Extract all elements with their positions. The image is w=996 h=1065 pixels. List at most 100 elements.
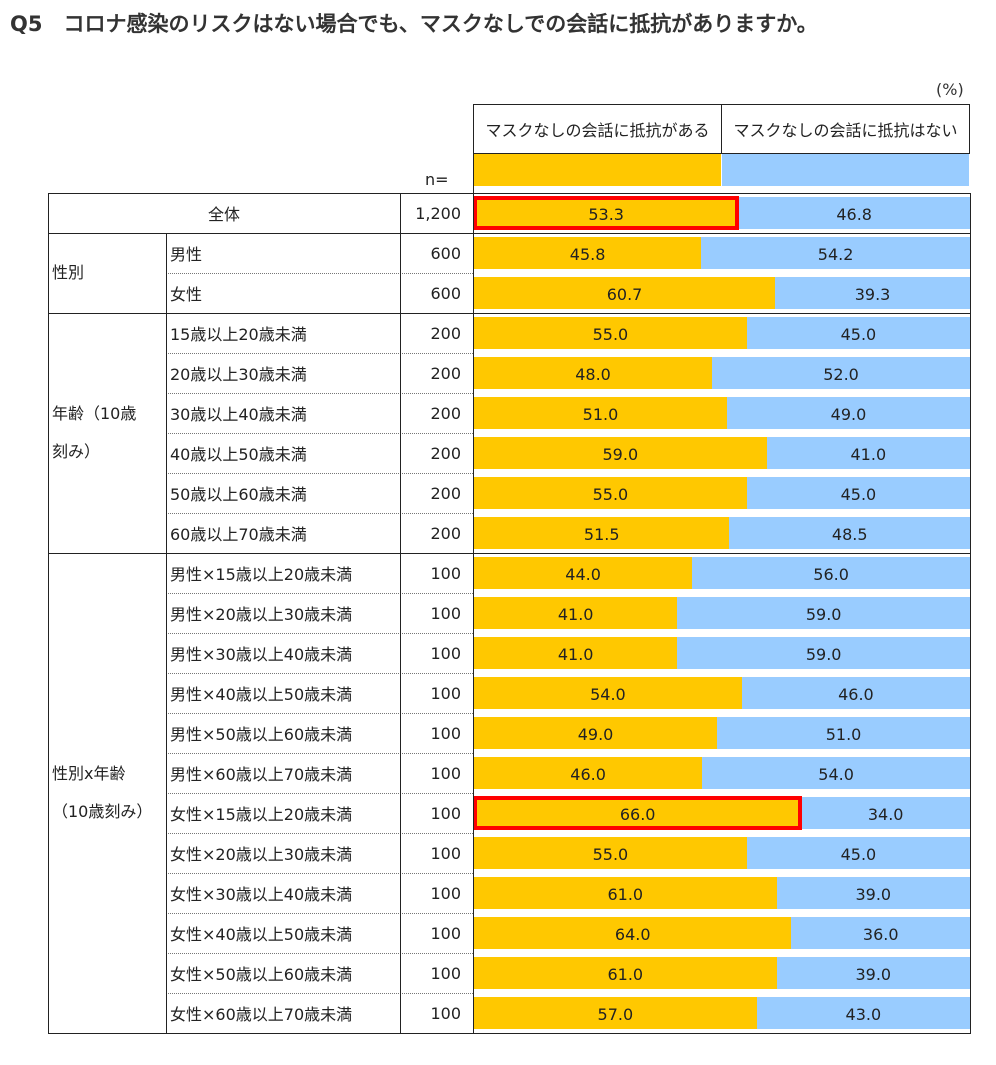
row-n: 200 [430, 443, 461, 463]
bar-no [756, 997, 970, 1029]
bar-no [738, 197, 970, 229]
bar-no [791, 917, 970, 949]
bar-no [717, 717, 970, 749]
row-n: 1,200 [415, 203, 461, 223]
row-n: 100 [430, 843, 461, 863]
row-n: 200 [430, 523, 461, 543]
bar-no-label: 46.0 [838, 685, 874, 704]
highlight-box [473, 196, 740, 230]
chart-title: Q5 コロナ感染のリスクはない場合でも、マスクなしでの会話に抵抗がありますか。 [10, 12, 818, 36]
bar-no-label: 45.0 [840, 845, 877, 864]
bar-yes-label: 66.0 [619, 805, 656, 824]
bar-no [677, 637, 970, 669]
bar-yes [474, 437, 767, 469]
bar-yes [474, 597, 678, 629]
bar-no-label: 51.0 [825, 725, 862, 744]
bar-no [726, 397, 970, 429]
bar-yes-label: 57.0 [597, 1005, 634, 1024]
bar-yes-label: 64.0 [614, 925, 651, 944]
group-bottom-border [48, 1033, 970, 1034]
bar-yes-label: 53.3 [588, 205, 624, 224]
row-n: 100 [430, 1003, 461, 1023]
bar-no-label: 59.0 [805, 645, 842, 664]
bar-yes-label: 41.0 [557, 605, 594, 624]
row-divider [166, 953, 473, 954]
highlight-box [473, 796, 803, 830]
bar-yes [474, 237, 702, 269]
bar-yes [474, 917, 792, 949]
bar-no-label: 45.0 [840, 325, 877, 344]
row-n: 600 [430, 283, 461, 303]
group-label: 年齢（10歳 刻み） [52, 404, 137, 461]
bar-no-label: 56.0 [813, 565, 849, 584]
row-label: 女性×30歳以上40歳未満 [170, 885, 353, 904]
bar-yes [474, 797, 802, 829]
bar-yes [474, 317, 747, 349]
row-label: 男性 [170, 245, 203, 264]
bar-yes-label: 55.0 [592, 845, 629, 864]
group-bottom-border [48, 233, 970, 234]
bar-yes [474, 677, 742, 709]
group-label: 性別x年齢 （10歳刻み） [52, 764, 153, 821]
bar-no-label: 45.0 [840, 485, 877, 504]
bar-no-label: 34.0 [867, 805, 904, 824]
bar-no [701, 237, 970, 269]
row-label: 40歳以上50歳未満 [170, 445, 307, 464]
bar-yes-label: 51.0 [582, 405, 619, 424]
bar-yes [474, 957, 777, 989]
legend-swatch-no [722, 154, 969, 186]
bar-yes-label: 48.0 [575, 365, 611, 384]
bar-no [702, 757, 970, 789]
unit-label: (%) [936, 80, 964, 99]
bar-yes [474, 197, 739, 229]
row-label: 20歳以上30歳未満 [170, 365, 307, 384]
row-label: 60歳以上70歳未満 [170, 525, 307, 544]
row-divider [166, 633, 473, 634]
bar-yes-label: 55.0 [592, 485, 629, 504]
group-inner-border [166, 313, 167, 553]
bar-yes-label: 61.0 [607, 885, 644, 904]
bar-no [729, 517, 970, 549]
row-divider [166, 993, 473, 994]
bar-yes [474, 717, 718, 749]
row-divider [166, 273, 473, 274]
n-col-border [400, 193, 401, 1033]
bar-no [746, 837, 970, 869]
group-label: 性別 [52, 263, 85, 282]
row-label: 女性 [170, 285, 203, 304]
bar-no-label: 52.0 [823, 365, 859, 384]
row-divider [166, 513, 473, 514]
row-label: 女性×60歳以上70歳未満 [170, 1005, 353, 1024]
row-n: 200 [430, 483, 461, 503]
bar-no-label: 36.0 [862, 925, 899, 944]
row-n: 100 [430, 683, 461, 703]
row-label: 50歳以上60歳未満 [170, 485, 307, 504]
row-n: 600 [430, 243, 461, 263]
row-label: 男性×60歳以上70歳未満 [170, 765, 353, 784]
bar-no-label: 54.0 [818, 765, 854, 784]
bar-yes-label: 41.0 [557, 645, 594, 664]
row-n: 100 [430, 883, 461, 903]
row-label: 全体 [207, 205, 240, 224]
legend-no: マスクなしの会話に抵抗はない [721, 104, 970, 154]
legend-swatch-yes [474, 154, 721, 186]
bar-no [677, 597, 970, 629]
row-n: 100 [430, 803, 461, 823]
row-n: 100 [430, 963, 461, 983]
row-label: 女性×15歳以上20歳未満 [170, 805, 353, 824]
bar-yes-label: 61.0 [607, 965, 644, 984]
row-divider [166, 833, 473, 834]
row-divider [166, 793, 473, 794]
bar-yes [474, 837, 747, 869]
bar-no [776, 957, 970, 989]
bar-no-label: 59.0 [805, 605, 842, 624]
bar-no-label: 46.8 [836, 205, 872, 224]
bar-yes [474, 277, 776, 309]
row-divider [166, 673, 473, 674]
group-bottom-border [48, 313, 970, 314]
bar-no [776, 877, 970, 909]
row-divider [166, 753, 473, 754]
bar-no [746, 317, 970, 349]
bar-no [746, 477, 970, 509]
bar-yes-label: 54.0 [590, 685, 626, 704]
